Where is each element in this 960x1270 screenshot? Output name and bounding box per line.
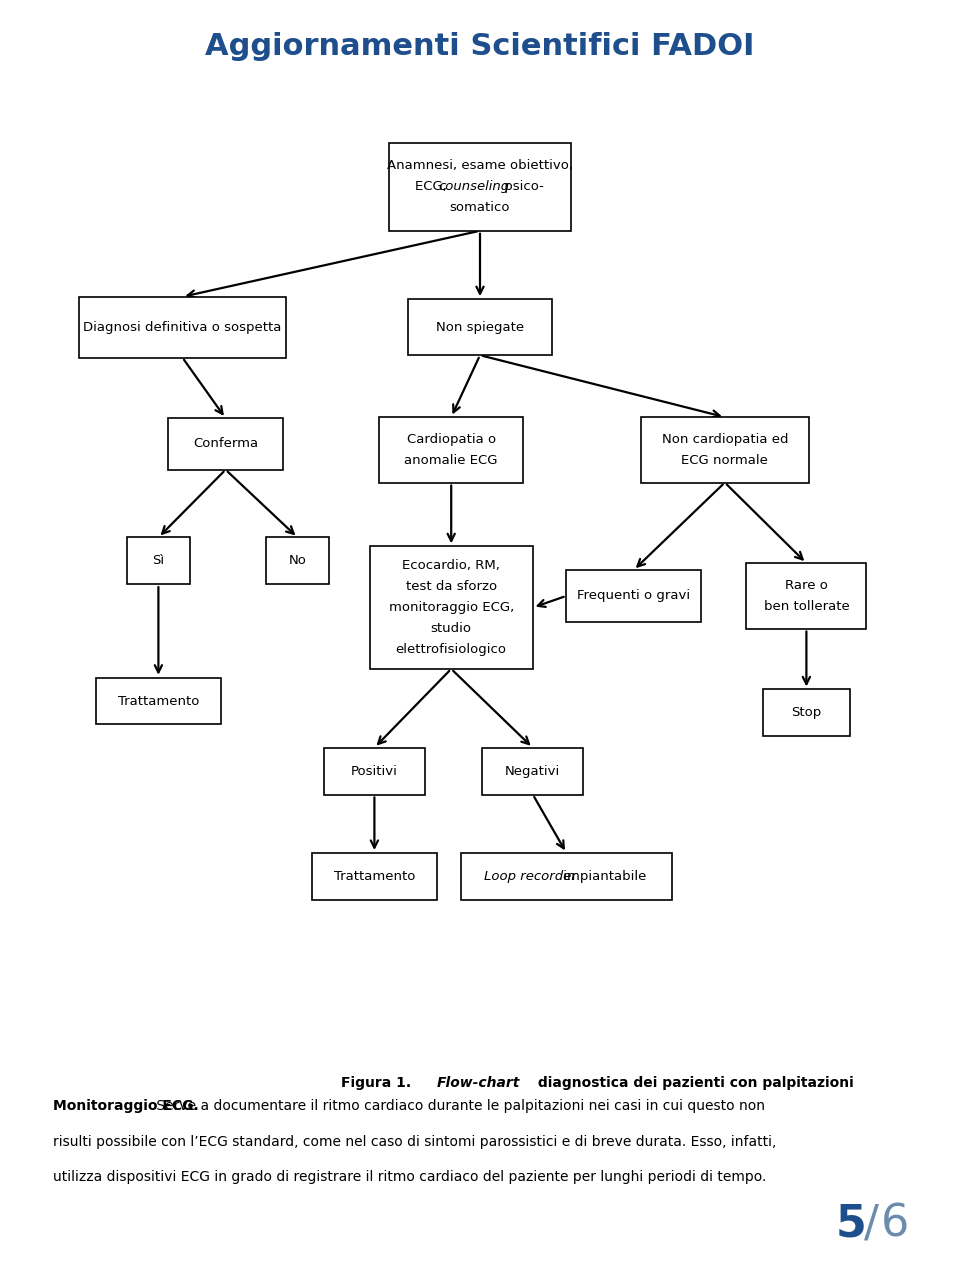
Text: Serve a documentare il ritmo cardiaco durante le palpitazioni nei casi in cui qu: Serve a documentare il ritmo cardiaco du… (153, 1100, 765, 1114)
Text: No: No (289, 554, 306, 568)
Text: Anamnesi, esame obiettivo,: Anamnesi, esame obiettivo, (387, 160, 573, 173)
FancyBboxPatch shape (370, 546, 533, 669)
FancyBboxPatch shape (79, 297, 286, 358)
Text: ECG,: ECG, (415, 180, 451, 193)
Text: Diagnosi definitiva o sospetta: Diagnosi definitiva o sospetta (84, 320, 281, 334)
FancyBboxPatch shape (324, 748, 424, 795)
Text: Negativi: Negativi (505, 765, 561, 777)
Text: risulti possibile con l’ECG standard, come nel caso di sintomi parossistici e di: risulti possibile con l’ECG standard, co… (53, 1134, 777, 1148)
Text: Non cardiopatia ed: Non cardiopatia ed (661, 433, 788, 446)
Text: Non spiegate: Non spiegate (436, 320, 524, 334)
FancyBboxPatch shape (408, 300, 552, 356)
Text: utilizza dispositivi ECG in grado di registrare il ritmo cardiaco del paziente p: utilizza dispositivi ECG in grado di reg… (53, 1170, 766, 1184)
FancyBboxPatch shape (127, 537, 190, 584)
Text: impiantabile: impiantabile (559, 870, 646, 883)
Text: Trattamento: Trattamento (334, 870, 415, 883)
Text: Conferma: Conferma (193, 437, 258, 451)
Text: Positivi: Positivi (351, 765, 397, 777)
Text: somatico: somatico (449, 202, 511, 215)
Text: Sì: Sì (153, 554, 164, 568)
Text: psico-: psico- (500, 180, 543, 193)
Text: Flow-chart: Flow-chart (437, 1076, 520, 1090)
FancyBboxPatch shape (96, 678, 221, 724)
FancyBboxPatch shape (389, 144, 571, 231)
Text: counseling: counseling (439, 180, 510, 193)
Text: Monitoraggio ECG.: Monitoraggio ECG. (53, 1100, 199, 1114)
Text: monitoraggio ECG,: monitoraggio ECG, (389, 601, 514, 615)
FancyBboxPatch shape (747, 563, 866, 629)
Text: 6: 6 (881, 1203, 909, 1246)
Text: Aggiornamenti Scientifici FADOI: Aggiornamenti Scientifici FADOI (205, 32, 755, 61)
Text: Figura 1.: Figura 1. (341, 1076, 416, 1090)
Text: studio: studio (431, 622, 471, 635)
Text: Cardiopatia o: Cardiopatia o (407, 433, 495, 446)
Text: Frequenti o gravi: Frequenti o gravi (577, 589, 690, 602)
Text: ECG normale: ECG normale (682, 453, 768, 467)
Text: Stop: Stop (791, 706, 822, 719)
Text: anomalie ECG: anomalie ECG (404, 453, 498, 467)
Text: Loop recorder: Loop recorder (484, 870, 577, 883)
FancyBboxPatch shape (379, 417, 523, 483)
FancyBboxPatch shape (763, 690, 850, 737)
Text: test da sforzo: test da sforzo (406, 580, 496, 593)
Text: Ecocardio, RM,: Ecocardio, RM, (402, 559, 500, 572)
FancyBboxPatch shape (168, 418, 283, 470)
Text: Rare o: Rare o (785, 579, 828, 592)
FancyBboxPatch shape (483, 748, 584, 795)
FancyBboxPatch shape (266, 537, 328, 584)
Text: 5: 5 (835, 1203, 866, 1246)
FancyBboxPatch shape (566, 570, 701, 621)
FancyBboxPatch shape (312, 853, 437, 899)
FancyBboxPatch shape (461, 853, 672, 899)
Text: ben tollerate: ben tollerate (763, 599, 850, 613)
FancyBboxPatch shape (641, 417, 808, 483)
Text: diagnostica dei pazienti con palpitazioni: diagnostica dei pazienti con palpitazion… (533, 1076, 853, 1090)
Text: Trattamento: Trattamento (118, 695, 199, 707)
Text: /: / (864, 1203, 879, 1246)
Text: elettrofisiologico: elettrofisiologico (396, 643, 507, 657)
